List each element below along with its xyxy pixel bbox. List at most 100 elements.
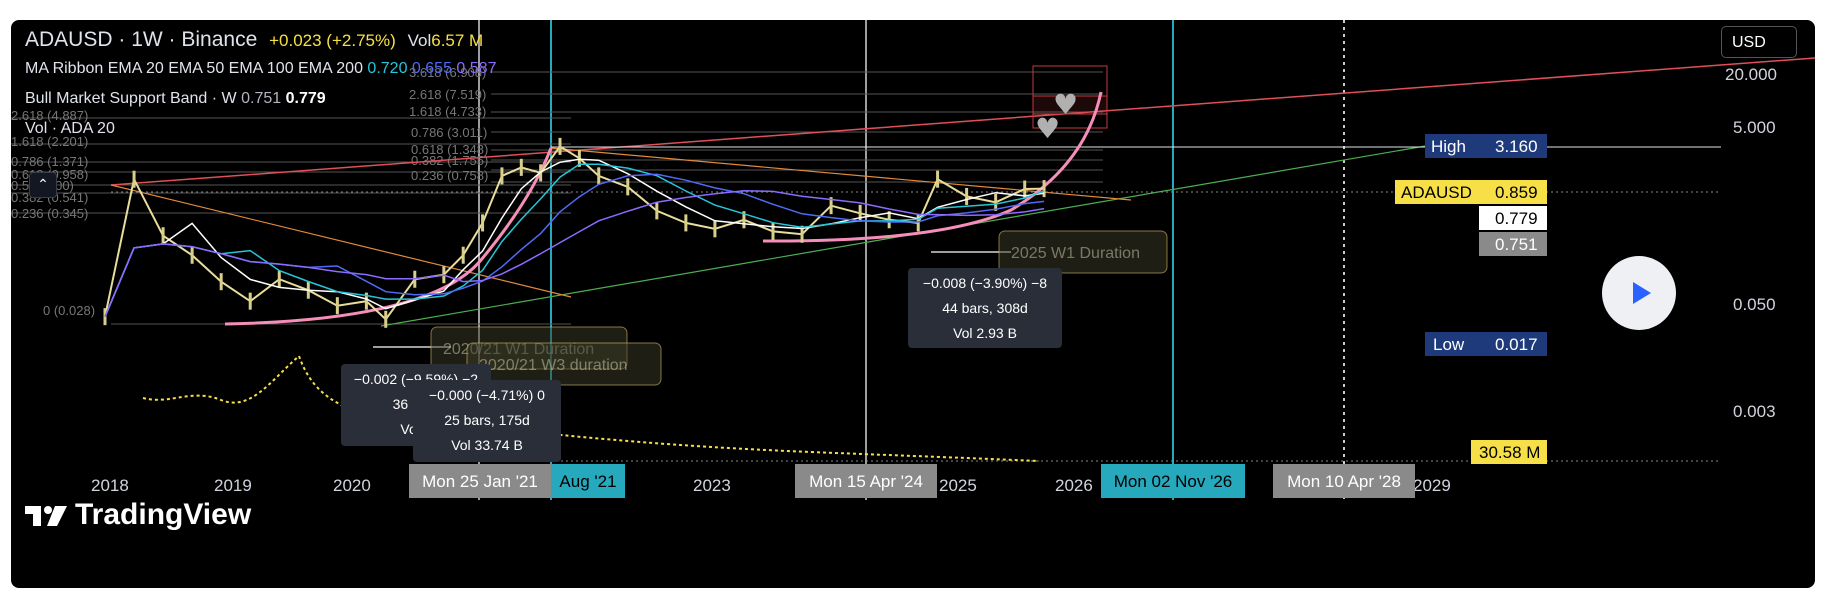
- time-tick: 2023: [693, 476, 731, 495]
- legend-line-ma[interactable]: MA Ribbon EMA 20 EMA 50 EMA 100 EMA 200 …: [25, 60, 496, 78]
- ma-value: 0.587: [456, 60, 497, 77]
- ema-200-line: [104, 189, 1045, 317]
- time-axis: 2018 2019 2020 2023 2025 2026 2029: [91, 476, 1451, 495]
- ema-50-line: [104, 163, 1045, 317]
- fib-label: 0.618 (1.348): [411, 142, 488, 157]
- target-box-inner: [1032, 95, 1108, 115]
- measure-box-line: −0.000 (−4.71%) 0: [429, 387, 545, 403]
- fib-label: 0 (0.028): [43, 303, 95, 318]
- symbol-value: 0.859: [1495, 183, 1538, 202]
- heart-icon: ♥: [1053, 88, 1078, 121]
- price-axis: 20.000 5.000 0.050 0.003: [1725, 65, 1777, 421]
- symbol-marker: ADAUSD 0.859: [1395, 180, 1547, 204]
- tradingview-logo-icon: [25, 506, 67, 526]
- logo-text: TradingView: [75, 498, 252, 531]
- price-tick: 5.000: [1733, 118, 1776, 137]
- price-tick: 0.003: [1733, 402, 1776, 421]
- volume-indicator-label: Vol · ADA 20: [25, 120, 115, 137]
- duration-label: 2025 W1 Duration: [1011, 245, 1140, 262]
- measure-box-2: −0.000 (−4.71%) 0 25 bars, 175d Vol 33.7…: [413, 380, 561, 462]
- measure-box-line: −0.008 (−3.90%) −8: [923, 275, 1047, 291]
- duration-labels: 2020/21 W1 Duration 2020/21 W3 duration …: [430, 230, 1168, 386]
- moving-average-ribbon: [104, 158, 1045, 317]
- measure-box-3: −0.008 (−3.90%) −8 44 bars, 308d Vol 2.9…: [908, 268, 1062, 348]
- ma-value: 0.655: [411, 60, 452, 77]
- time-tick: 2029: [1413, 476, 1451, 495]
- volume-marker: 30.58 M: [1471, 440, 1547, 464]
- trendline-red: [110, 57, 1815, 186]
- low-marker: Low 0.017: [1425, 332, 1547, 356]
- symbol-name: ADAUSD: [25, 28, 113, 51]
- vol-label: Vol: [407, 31, 432, 50]
- high-value: 3.160: [1495, 137, 1538, 156]
- fib-label: 3.618 (6.908): [409, 65, 486, 80]
- interval: 1W: [131, 28, 163, 51]
- price-tick: 0.050: [1733, 295, 1776, 314]
- vol-value: 6.57 M: [431, 31, 484, 50]
- parabola-2020: [224, 147, 553, 326]
- time-tick-aug21: Aug '21: [559, 472, 616, 491]
- time-highlight: Mon 15 Apr '24: [809, 472, 923, 491]
- volume-line: [142, 354, 1040, 462]
- high-label: High: [1431, 137, 1466, 156]
- time-highlight: Mon 10 Apr '28: [1287, 472, 1401, 491]
- measure-box-line: 25 bars, 175d: [444, 412, 530, 428]
- legend-line-volume[interactable]: Vol · ADA 20: [25, 120, 115, 138]
- fib-label: 1.618 (2.201): [11, 134, 88, 149]
- bmsb-value: 0.779: [285, 90, 326, 107]
- time-tick: 2019: [214, 476, 252, 495]
- fib-label: 2.618 (7.519): [409, 87, 486, 102]
- trendline-orange-2: [550, 147, 1132, 201]
- low-label: Low: [1433, 335, 1465, 354]
- price-candles: [103, 137, 1046, 328]
- duration-label: 2020/21 W3 duration: [479, 357, 628, 374]
- bmsb-label: Bull Market Support Band · W: [25, 90, 237, 107]
- low-value: 0.017: [1495, 335, 1538, 354]
- fib-label: 2.618 (4.887): [11, 108, 88, 123]
- fib-label: 0.236 (0.758): [411, 168, 488, 183]
- time-tick: 2026: [1055, 476, 1093, 495]
- price-change: +0.023 (+2.75%): [269, 31, 396, 50]
- ma-value: 0.720: [367, 60, 408, 77]
- high-marker: High 3.160: [1425, 134, 1547, 158]
- play-icon: [1633, 282, 1651, 304]
- legend-line-symbol[interactable]: ADAUSD · 1W · Binance +0.023 (+2.75%) Vo…: [25, 28, 484, 51]
- time-highlight: Mon 25 Jan '21: [422, 472, 538, 491]
- exchange: Binance: [181, 28, 258, 51]
- chevron-up-icon: ⌃: [37, 176, 49, 192]
- tradingview-logo: TradingView: [25, 498, 251, 532]
- symbol-label: ADAUSD: [1401, 183, 1472, 202]
- band-value: 0.751: [1495, 235, 1538, 254]
- ma-ribbon-label: MA Ribbon EMA 20 EMA 50 EMA 100 EMA 200: [25, 60, 363, 77]
- ema-20-line: [104, 158, 1045, 317]
- measure-box-line: 44 bars, 308d: [942, 300, 1028, 316]
- price-tick: 20.000: [1725, 65, 1777, 84]
- fib-label: 0.786 (1.371): [11, 154, 88, 169]
- currency-button[interactable]: USD: [1721, 26, 1797, 58]
- bmsb-value: 0.751: [241, 90, 282, 107]
- price-chart[interactable]: 3.618 (6.908) 2.618 (7.519) 1.618 (4.733…: [11, 20, 1815, 588]
- time-highlight: Mon 02 Nov '26: [1114, 472, 1233, 491]
- collapse-legend-button[interactable]: ⌃: [29, 172, 57, 198]
- time-tick: 2025: [939, 476, 977, 495]
- legend-line-bmsb[interactable]: Bull Market Support Band · W 0.751 0.779: [25, 90, 326, 108]
- play-button[interactable]: [1602, 256, 1676, 330]
- fib-levels-right: [491, 71, 1103, 183]
- time-highlights: Mon 25 Jan '21 Aug '21 Mon 15 Apr '24 Mo…: [409, 464, 1415, 498]
- chart-frame[interactable]: 3.618 (6.908) 2.618 (7.519) 1.618 (4.733…: [11, 20, 1815, 588]
- band-value: 0.779: [1495, 209, 1538, 228]
- volume-series-line: [142, 354, 1040, 462]
- fib-label: 0.236 (0.345): [11, 206, 88, 221]
- heart-icon: ♥: [1035, 112, 1060, 145]
- time-tick: 2020: [333, 476, 371, 495]
- trendline-orange-1: [110, 184, 572, 298]
- time-tick: 2018: [91, 476, 129, 495]
- measure-box-line: Vol 33.74 B: [451, 437, 523, 453]
- parabola-2025: [762, 91, 1103, 243]
- volume-value: 30.58 M: [1479, 443, 1540, 462]
- ema-100-line: [104, 173, 1045, 317]
- measure-box-line: Vol 2.93 B: [953, 325, 1017, 341]
- fib-label: 0.786 (3.011): [411, 125, 487, 140]
- band-markers: 0.779 0.751: [1479, 206, 1547, 256]
- fib-label: 1.618 (4.733): [409, 104, 486, 119]
